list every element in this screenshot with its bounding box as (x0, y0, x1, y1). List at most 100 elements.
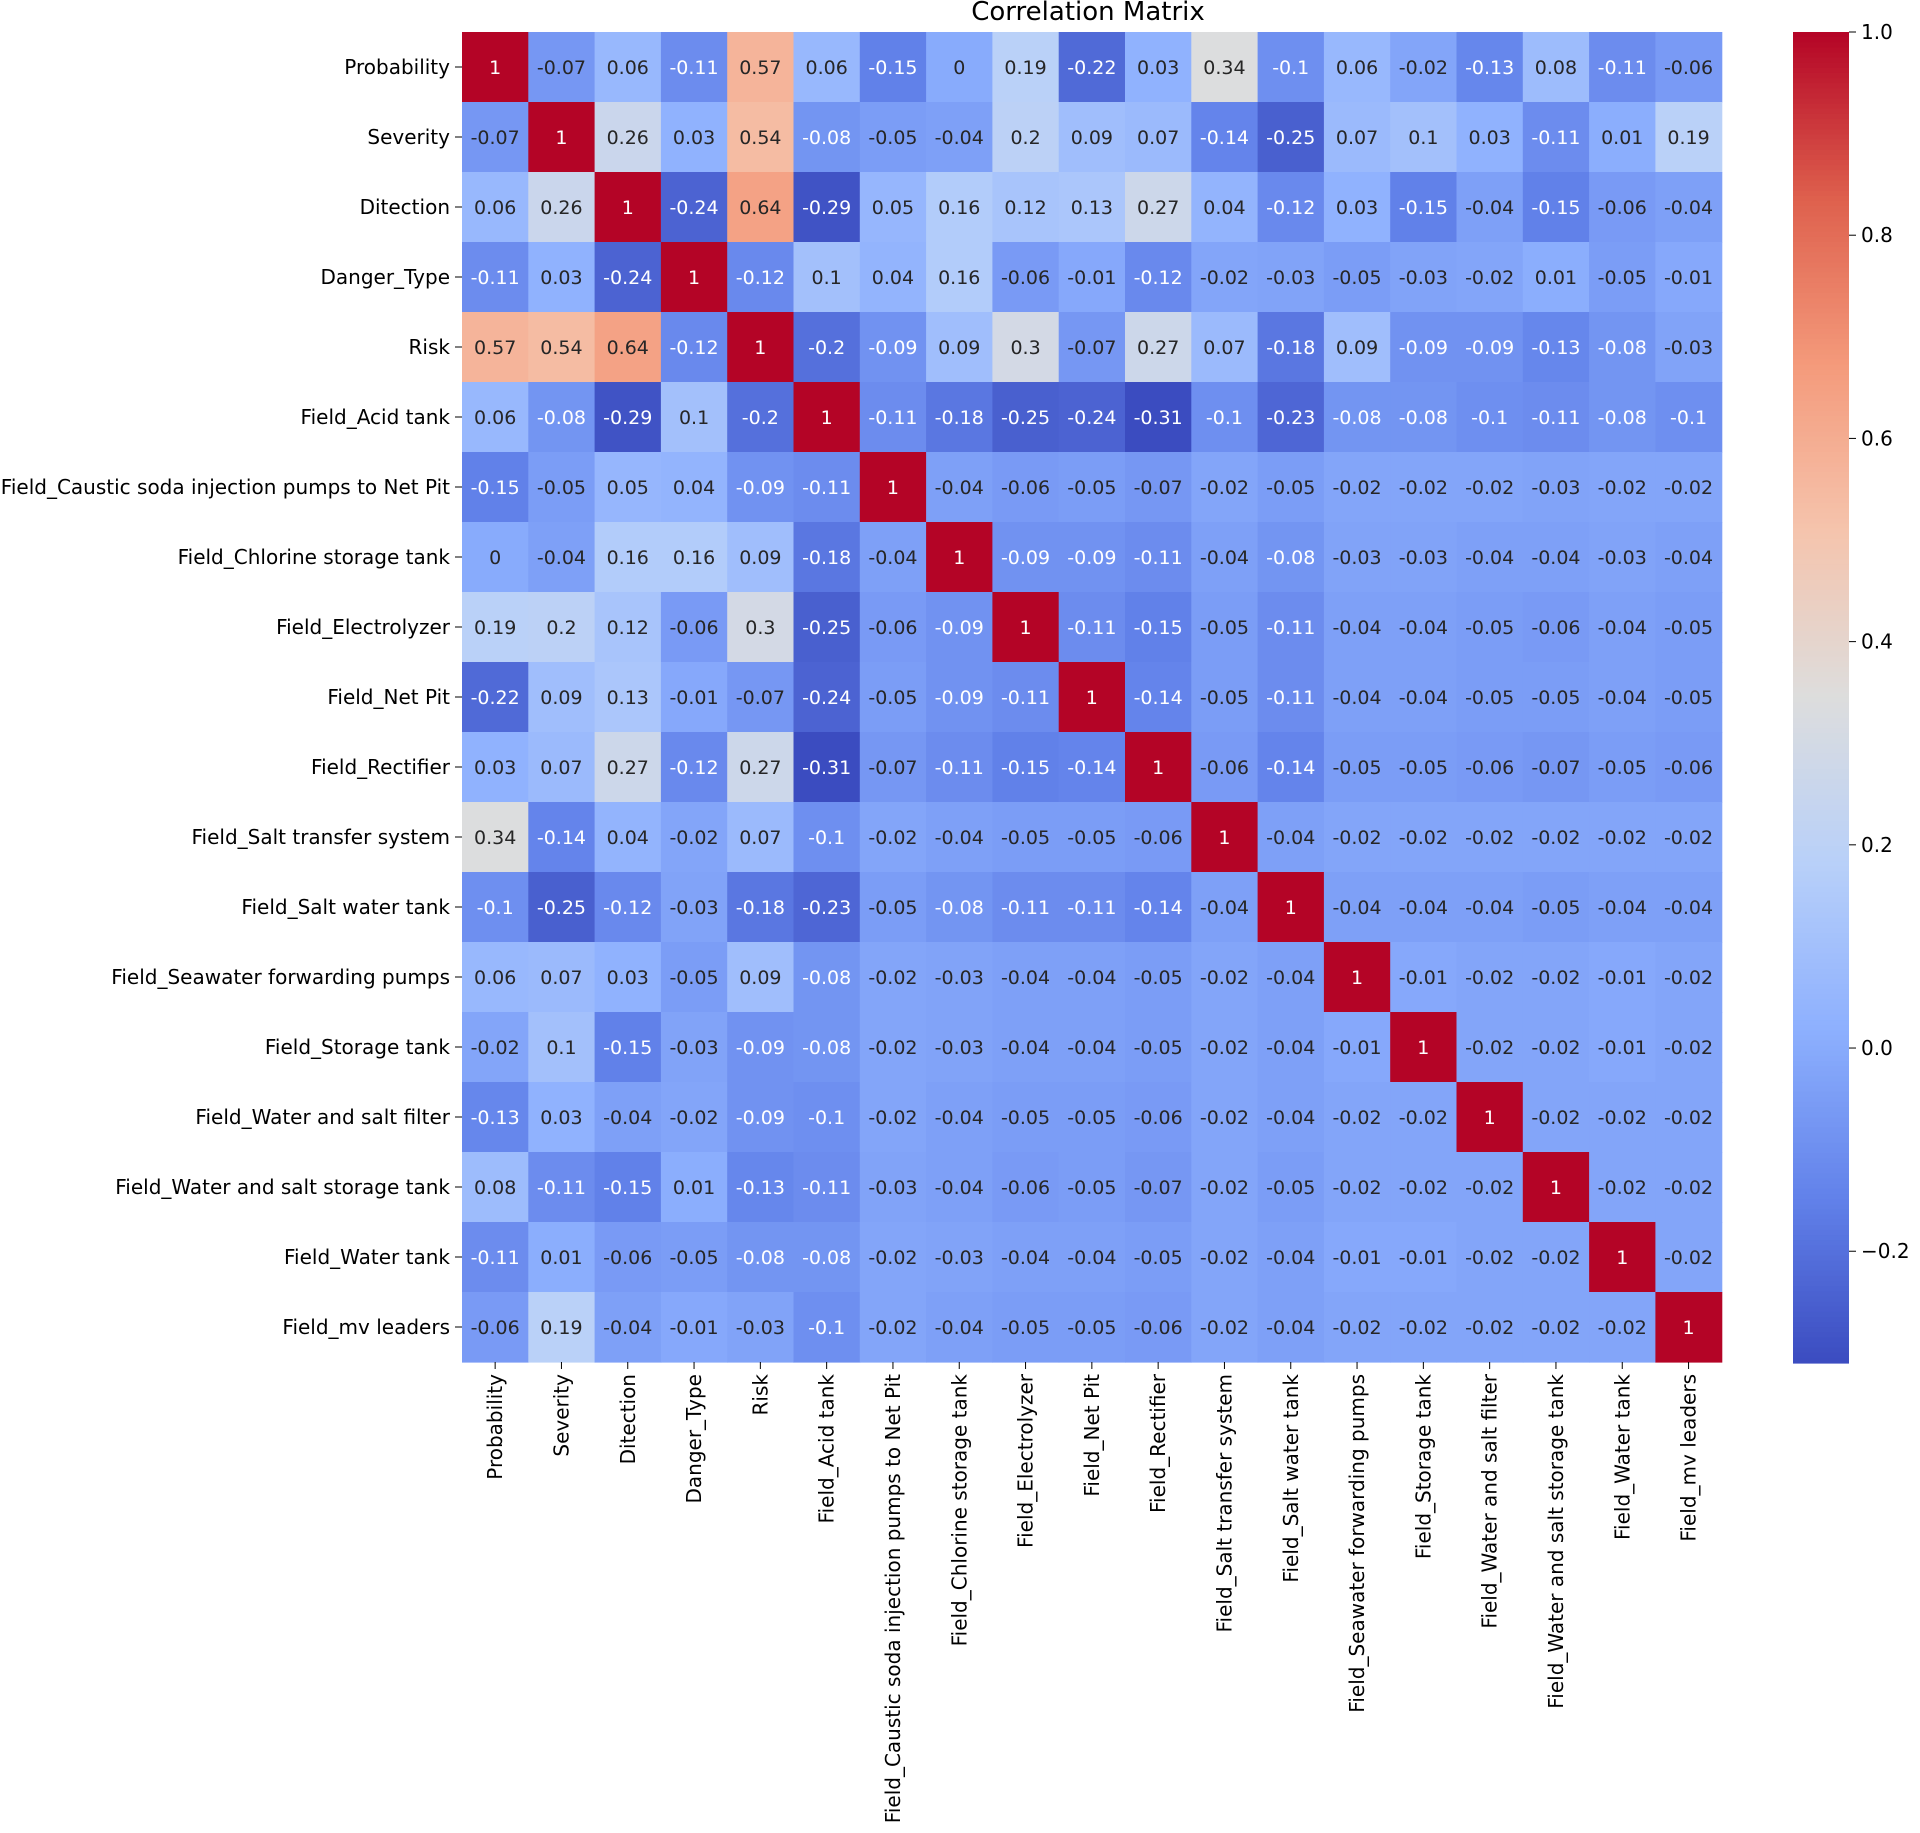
cell-value-r7-c5: -0.18 (802, 547, 851, 569)
colorbar-segment (1793, 1250, 1849, 1257)
heatmap-cell-r10-c8 (992, 732, 1060, 803)
cell-value-r0-c18: -0.06 (1664, 57, 1713, 79)
cell-value-r2-c4: 0.64 (739, 197, 781, 219)
cell-value-r17-c11: -0.02 (1200, 1247, 1249, 1269)
cell-value-r2-c15: -0.04 (1465, 197, 1514, 219)
cell-value-r4-c16: -0.13 (1531, 337, 1580, 359)
cell-value-r3-c9: -0.01 (1067, 267, 1116, 289)
cell-value-r5-c18: -0.1 (1670, 407, 1707, 429)
heatmap-cell-r4-c12 (1257, 312, 1325, 383)
cell-value-r1-c16: -0.11 (1531, 127, 1580, 149)
colorbar-segment (1793, 973, 1849, 980)
y-tick-label: Field_Salt transfer system (191, 825, 450, 849)
x-tick-label: Field_Water and salt storage tank (1544, 1374, 1568, 1709)
heatmap-cell-r11-c10 (1125, 802, 1192, 873)
colorbar-segment (1793, 666, 1849, 673)
cell-value-r16-c12: -0.05 (1266, 1177, 1315, 1199)
heatmap-cell-r4-c0 (462, 312, 529, 383)
cell-value-r3-c8: -0.06 (1001, 267, 1050, 289)
heatmap-cell-r8-c2 (594, 592, 662, 663)
cell-value-r16-c3: 0.01 (673, 1177, 715, 1199)
heatmap-cell-r16-c17 (1589, 1152, 1656, 1223)
colorbar-segment (1793, 1071, 1849, 1077)
colorbar-segment (1793, 528, 1849, 535)
colorbar-segment (1793, 1214, 1849, 1221)
heatmap-cell-r8-c7 (926, 592, 993, 663)
colorbar-segment (1793, 441, 1849, 448)
heatmap-cell-r14-c7 (926, 1012, 993, 1083)
cell-value-r6-c6: 1 (887, 477, 899, 499)
heatmap-cell-r2-c13 (1323, 172, 1391, 243)
heatmap-cell-r17-c18 (1655, 1222, 1723, 1293)
heatmap-cell-r13-c5 (793, 942, 861, 1013)
colorbar-segment (1793, 641, 1849, 647)
cell-value-r0-c14: -0.02 (1399, 57, 1448, 79)
cell-value-r11-c9: -0.05 (1067, 827, 1116, 849)
y-tick-label: Field_Water and salt filter (195, 1105, 450, 1129)
cell-value-r3-c5: 0.1 (812, 267, 842, 289)
cell-value-r15-c1: 0.03 (540, 1107, 582, 1129)
cell-value-r15-c7: -0.04 (935, 1107, 984, 1129)
colorbar-segment (1793, 815, 1849, 821)
heatmap-cell-r3-c3 (660, 242, 728, 313)
cell-value-r2-c9: 0.13 (1071, 197, 1113, 219)
heatmap-annotations: 1 -0.07 0.06 -0.11 0.57 0.06 -0.15 0 0.19 -0.22 0.… (471, 57, 1714, 1339)
colorbar-tick-label: 0.0 (1861, 1036, 1893, 1060)
colorbar-segment (1793, 682, 1849, 688)
colorbar-segment (1793, 436, 1849, 443)
cell-value-r10-c17: -0.05 (1598, 757, 1647, 779)
cell-value-r10-c8: -0.15 (1001, 757, 1050, 779)
cell-value-r15-c12: -0.04 (1266, 1107, 1315, 1129)
cell-value-r8-c4: 0.3 (745, 617, 775, 639)
cell-value-r12-c18: -0.04 (1664, 897, 1713, 919)
colorbar-segment (1793, 625, 1849, 632)
heatmap-cell-r0-c2 (594, 32, 662, 103)
colorbar-segment (1793, 390, 1849, 397)
colorbar-segment (1793, 462, 1849, 468)
cell-value-r17-c1: 0.01 (540, 1247, 582, 1269)
cell-value-r7-c18: -0.04 (1664, 547, 1713, 569)
heatmap-cell-r11-c9 (1058, 802, 1126, 873)
heatmap-cell-r3-c10 (1125, 242, 1192, 313)
cell-value-r16-c11: -0.02 (1200, 1177, 1249, 1199)
colorbar-segment (1793, 559, 1849, 565)
cell-value-r1-c18: 0.19 (1667, 127, 1709, 149)
colorbar-segment (1793, 1158, 1849, 1164)
heatmap-cell-r13-c6 (859, 942, 927, 1013)
cell-value-r15-c6: -0.02 (868, 1107, 917, 1129)
heatmap-cell-r3-c14 (1390, 242, 1458, 313)
heatmap-cell-r4-c6 (859, 312, 927, 383)
cell-value-r8-c16: -0.06 (1531, 617, 1580, 639)
colorbar-segment (1793, 1101, 1849, 1108)
heatmap-cell-r18-c13 (1323, 1292, 1391, 1363)
cell-value-r6-c8: -0.06 (1001, 477, 1050, 499)
cell-value-r9-c2: 0.13 (607, 687, 649, 709)
cell-value-r12-c4: -0.18 (736, 897, 785, 919)
heatmap-cell-r15-c13 (1323, 1082, 1391, 1153)
colorbar-segment (1793, 636, 1849, 642)
colorbar-segment (1793, 318, 1849, 325)
colorbar-segment (1793, 1311, 1849, 1318)
cell-value-r14-c5: -0.08 (802, 1037, 851, 1059)
x-tick-label: Field_mv leaders (1677, 1374, 1701, 1542)
colorbar-segment (1793, 999, 1849, 1006)
colorbar-segment (1793, 149, 1849, 156)
heatmap-cell-r7-c8 (992, 522, 1060, 593)
heatmap-cell-r11-c5 (793, 802, 861, 873)
x-tick-label: Field_Net Pit (1080, 1374, 1104, 1497)
cell-value-r4-c7: 0.09 (938, 337, 980, 359)
heatmap-cell-r10-c3 (660, 732, 728, 803)
colorbar-segment (1793, 1040, 1849, 1047)
heatmap-cell-r3-c6 (859, 242, 927, 313)
cell-value-r5-c5: 1 (821, 407, 833, 429)
heatmap-cell-r12-c16 (1522, 872, 1590, 943)
colorbar-segment (1793, 1316, 1849, 1323)
cell-value-r18-c11: -0.02 (1200, 1317, 1249, 1339)
colorbar-segment (1793, 277, 1849, 284)
heatmap-cell-r7-c13 (1323, 522, 1391, 593)
heatmap-cell-r10-c14 (1390, 732, 1458, 803)
cell-value-r11-c0: 0.34 (474, 827, 516, 849)
heatmap-cell-r7-c4 (727, 522, 795, 593)
cell-value-r2-c18: -0.04 (1664, 197, 1713, 219)
colorbar-segment (1793, 262, 1849, 269)
